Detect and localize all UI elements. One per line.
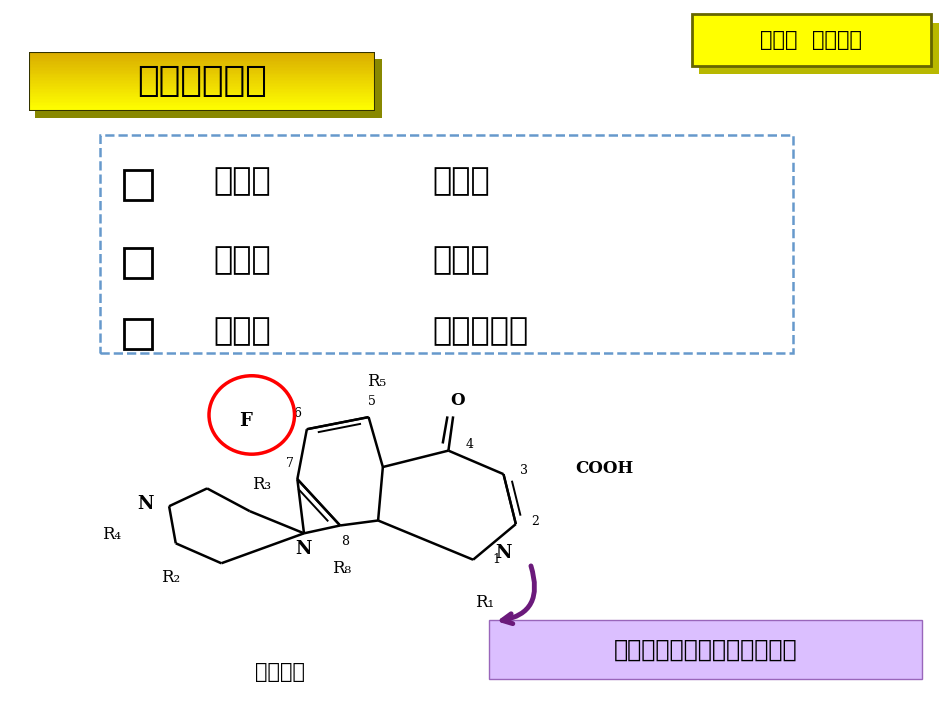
- Text: 氟喔诺酮类: 氟喔诺酮类: [432, 316, 528, 347]
- FancyBboxPatch shape: [35, 59, 382, 118]
- Text: 萸吵酸: 萸吵酸: [432, 166, 490, 198]
- Text: 第三代: 第三代: [214, 316, 272, 347]
- Text: 7: 7: [286, 457, 294, 470]
- Text: 第二代: 第二代: [214, 245, 272, 276]
- Bar: [124, 319, 152, 349]
- Text: 3: 3: [521, 464, 528, 477]
- Text: F: F: [238, 411, 252, 430]
- FancyBboxPatch shape: [692, 14, 931, 66]
- Text: R₈: R₈: [332, 560, 352, 577]
- Text: R₂: R₂: [162, 569, 180, 586]
- Text: 第一代: 第一代: [214, 166, 272, 198]
- Text: 2: 2: [531, 515, 539, 528]
- Text: 4: 4: [466, 438, 473, 451]
- Text: R₃: R₃: [252, 476, 271, 493]
- FancyBboxPatch shape: [699, 23, 939, 74]
- Text: N: N: [295, 540, 313, 558]
- Text: R₄: R₄: [103, 526, 122, 543]
- Text: R₅: R₅: [367, 373, 386, 390]
- Text: N: N: [137, 495, 154, 513]
- Text: 8: 8: [341, 535, 349, 548]
- Text: 1: 1: [493, 553, 501, 566]
- Text: 含氟的喔诺酮统称为氟喔诺酮: 含氟的喔诺酮统称为氟喔诺酮: [614, 637, 797, 662]
- FancyBboxPatch shape: [100, 135, 793, 353]
- Bar: [124, 170, 152, 200]
- Text: 吵咧酸: 吵咧酸: [432, 245, 490, 276]
- Bar: [124, 248, 152, 278]
- Text: N: N: [495, 543, 512, 562]
- Text: O: O: [450, 392, 465, 409]
- Text: R₁: R₁: [475, 594, 494, 611]
- Text: 5: 5: [368, 395, 375, 408]
- Text: COOH: COOH: [575, 460, 633, 477]
- Text: 第一节  喔诺酮类: 第一节 喔诺酮类: [760, 30, 863, 50]
- FancyBboxPatch shape: [489, 620, 922, 679]
- Text: 6: 6: [294, 407, 301, 420]
- Text: 基本结构: 基本结构: [256, 662, 305, 682]
